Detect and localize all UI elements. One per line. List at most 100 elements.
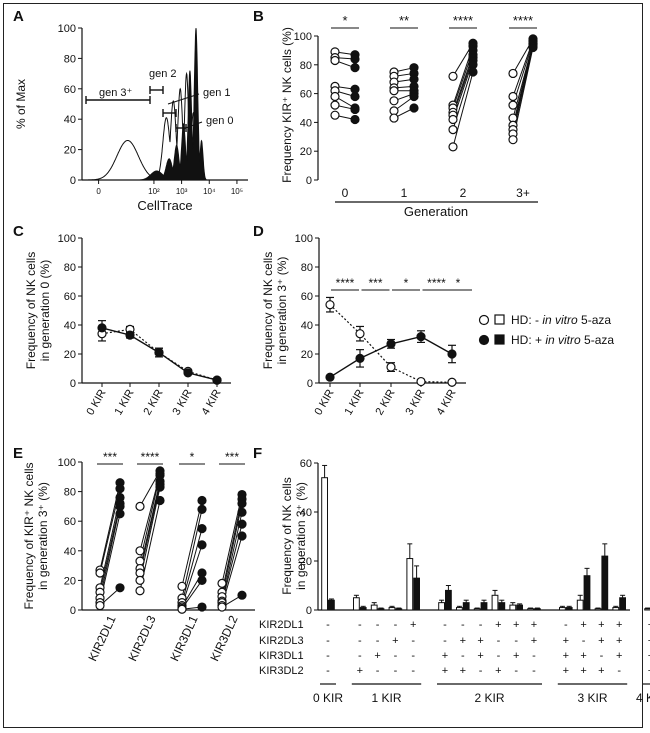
panel-e-point-open	[217, 578, 227, 588]
panel-e-point-open	[135, 501, 145, 511]
panel-f-bar	[491, 594, 499, 611]
panel-b-point-filled	[350, 63, 360, 73]
panel-e-point-open	[177, 604, 187, 614]
panel-e-pair-line	[139, 481, 161, 569]
panel-c-category-label: 3 KIR	[170, 387, 194, 417]
panel-f-combo-sign: -	[394, 665, 398, 677]
panel-d-y-tick-label: 0	[307, 378, 313, 390]
panel-f-bar	[359, 607, 367, 611]
panel-c-generation0: Frequency of NK cells in generation 0 (%)…	[24, 233, 231, 417]
panel-f-combo-sign: +	[513, 619, 519, 631]
panel-f-combo-sign: +	[598, 635, 604, 647]
panel-f-combo-sign: -	[479, 619, 483, 631]
panel-f-bar	[559, 607, 566, 611]
panel-f-combo-sign: -	[479, 665, 483, 677]
panel-b-point-open	[508, 100, 518, 110]
panel-a-x-tick-label: 10⁴	[203, 187, 216, 196]
panel-f-combo-sign: -	[443, 635, 447, 647]
panel-e-ylabel: Frequency of KIR⁺ NK cells	[22, 462, 36, 609]
panel-b-y-tick-label: 60	[300, 89, 312, 101]
panel-e-y-tick-label: 0	[70, 605, 76, 617]
panel-e-point-open	[135, 556, 145, 566]
panel-f-combo-sign: -	[376, 619, 380, 631]
panel-f-combo-sign: +	[477, 650, 483, 662]
panel-b-ylabel: Frequency KIR⁺ NK cells (%)	[280, 27, 294, 183]
panel-f-combo-sign: -	[497, 635, 501, 647]
panel-f-combo-sign: +	[563, 650, 569, 662]
panel-e-point-open	[95, 568, 105, 578]
panel-f-bar	[612, 607, 620, 611]
panel-b-xlabel: Generation	[404, 204, 468, 219]
panel-d-generation3: Frequency of NK cells in generation 3⁺ (%…	[261, 233, 472, 417]
panel-f-bar	[353, 597, 360, 611]
panel-e-point-filled	[115, 484, 125, 494]
panel-e-point-filled	[197, 495, 207, 506]
panel-c-category-label: 4 KIR	[199, 387, 223, 417]
panel-f-combo-sign: +	[442, 650, 448, 662]
panel-e-sig-label: ***	[225, 450, 239, 464]
panel-e-pair-line	[181, 500, 203, 587]
panel-c-category-label: 0 KIR	[84, 387, 108, 417]
panel-e-point-filled	[237, 519, 247, 529]
panel-a-x-tick-label: 10²	[148, 187, 160, 196]
panel-f-bar	[406, 558, 414, 611]
panel-b-category-label: 0	[342, 186, 349, 200]
panel-b-y-tick-label: 20	[300, 146, 312, 158]
panel-f-bar	[576, 599, 584, 611]
panel-f-combo-sign: +	[460, 635, 466, 647]
panel-f-combo-sign: -	[532, 665, 536, 677]
panel-d-sig-label: *	[404, 276, 409, 290]
panel-a-ylabel: % of Max	[14, 79, 28, 129]
panel-f-combo-sign: -	[411, 665, 415, 677]
panel-d-ylabel: Frequency of NK cells	[261, 252, 275, 369]
panel-f-combo-sign: +	[442, 665, 448, 677]
panel-c-point	[154, 347, 164, 358]
panel-b-point-filled	[350, 114, 360, 125]
panel-f-combo-sign: -	[326, 665, 330, 677]
panel-f-combo-sign: +	[477, 635, 483, 647]
panel-f-bar	[388, 607, 396, 611]
panel-a-gen2-label: gen 2	[149, 68, 177, 80]
panel-a-y-tick-label: 0	[70, 175, 76, 187]
panel-f-combo-sign: -	[497, 650, 501, 662]
panel-f-combo-sign: +	[648, 650, 650, 662]
panel-f-combo-sign: -	[443, 619, 447, 631]
panel-d-point	[386, 362, 396, 372]
panel-f-combo-sign: -	[376, 635, 380, 647]
panel-f-combo-sign: +	[648, 619, 650, 631]
panel-e-point-filled	[197, 568, 207, 578]
panel-b-sig-label: **	[399, 13, 409, 28]
panel-f-bar	[377, 608, 385, 611]
legend-marker-circle-open	[478, 314, 490, 326]
panel-d-sig-label: ***	[368, 276, 382, 290]
panel-a-xlabel: CellTrace	[137, 198, 192, 213]
panel-e-sig-label: ****	[141, 450, 160, 464]
panel-f-combo-sign: +	[531, 619, 537, 631]
panel-d-point	[447, 377, 457, 387]
panel-d-point	[386, 339, 396, 349]
panel-f-row-label: KIR3DL1	[259, 650, 304, 662]
panel-c-point	[97, 323, 107, 333]
panel-f-bar	[534, 608, 541, 611]
panel-f-combo-sign: -	[514, 635, 518, 647]
panel-e-point-open	[217, 602, 227, 612]
panel-e-category-label: KIR2DL3	[125, 613, 158, 663]
panel-e-point-filled	[115, 501, 125, 511]
panel-f-group-label: 4 KIR	[636, 691, 650, 705]
panel-b-category-label: 3+	[516, 186, 530, 200]
panel-b-point-filled	[350, 104, 360, 115]
panel-f-bar	[473, 608, 481, 611]
panel-f-combo-sign: +	[580, 665, 586, 677]
panel-f-bar	[498, 602, 506, 611]
panel-f-bar	[565, 607, 573, 611]
panel-e-point-filled	[237, 498, 247, 509]
panel-e-point-filled	[237, 590, 247, 600]
panel-letter-d: D	[253, 223, 264, 240]
panel-a-x-tick-label: 10⁵	[231, 187, 243, 196]
panel-d-point	[325, 300, 335, 310]
panel-b-point-open	[508, 91, 518, 102]
panel-f-combo-sign: +	[616, 619, 622, 631]
panel-e-point-open	[135, 546, 145, 556]
panel-f-ylabel: Frequency of NK cells	[280, 477, 294, 594]
